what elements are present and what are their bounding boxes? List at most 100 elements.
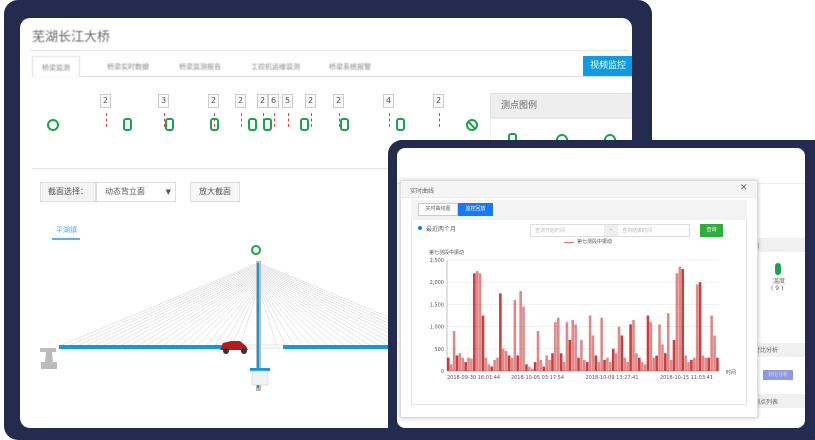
bar <box>588 315 592 371</box>
bar <box>684 355 687 371</box>
section-label: 截面选择： <box>40 182 96 202</box>
strain-sensor-icon[interactable] <box>340 118 349 131</box>
bar <box>565 322 569 371</box>
strain-sensor-icon[interactable] <box>248 118 257 131</box>
bar <box>591 335 595 371</box>
bar <box>568 339 572 371</box>
bar <box>661 344 664 371</box>
strain-sensor-icon[interactable] <box>123 118 132 131</box>
sensor-count-badge: 3 <box>158 94 169 108</box>
query-button[interactable]: 查询 <box>700 224 723 237</box>
bar <box>710 315 713 371</box>
tab-3[interactable]: 工控机运维监测 <box>251 63 300 71</box>
bar <box>695 284 699 371</box>
bar <box>481 315 485 371</box>
disabled-sensor-icon[interactable] <box>466 119 478 131</box>
bar <box>652 357 656 371</box>
bar <box>499 293 502 371</box>
bar <box>510 357 514 371</box>
bar <box>458 353 462 371</box>
bar <box>669 359 673 371</box>
bar <box>571 319 575 371</box>
sensor-count-badge: 2 <box>235 94 246 108</box>
strain-sensor-icon[interactable] <box>165 118 174 131</box>
bar <box>600 317 603 371</box>
bar <box>473 273 476 371</box>
y-tick-label: 2,000 <box>430 280 444 286</box>
x-tick-label: 2018-09-30 16:01:44 <box>447 375 500 381</box>
bar <box>545 355 548 371</box>
tab-playback[interactable]: 监控回放 <box>458 203 493 216</box>
bar <box>649 322 653 371</box>
pylon-sensor-icon <box>251 245 261 255</box>
bar <box>655 355 658 371</box>
strain-sensor-icon[interactable] <box>396 118 405 131</box>
bar <box>470 358 473 371</box>
bridge-elevation-diagram <box>40 245 456 391</box>
tab-0[interactable]: 桥梁监测 <box>32 56 80 77</box>
bar <box>632 319 635 371</box>
temperature-icon <box>775 263 781 275</box>
bar <box>447 357 450 371</box>
bar <box>452 331 456 371</box>
bar <box>478 273 482 371</box>
vibration-chart: 0 500 1,000 1,500 2,000 2,500 2018-09-30 16:01… <box>430 258 719 381</box>
bar <box>574 324 577 371</box>
bar <box>678 266 682 371</box>
strain-sensor-icon[interactable] <box>263 118 272 131</box>
tab-4[interactable]: 桥梁系统报警 <box>329 63 371 71</box>
video-monitor-button[interactable]: 视频监控 <box>583 56 632 76</box>
bar <box>646 315 650 371</box>
section-select-value: 动态背立面 <box>105 187 145 196</box>
legend-header: 测点图例 <box>490 93 632 118</box>
bar <box>609 362 612 371</box>
radio-recent-two-months[interactable] <box>418 226 422 230</box>
sensor-marker-line <box>164 113 165 127</box>
bar <box>692 357 696 371</box>
y-tick-label: 1,500 <box>430 302 444 308</box>
bar <box>536 331 540 371</box>
bar <box>551 353 554 371</box>
sensor-marker-line <box>106 113 107 127</box>
bar <box>559 353 563 371</box>
tab-2[interactable]: 桥梁监测报告 <box>179 63 221 71</box>
bar <box>493 359 496 371</box>
bar <box>637 357 641 371</box>
temperature-label: 温度 <box>773 278 786 285</box>
legend-marker-icon <box>564 242 574 243</box>
tab-1[interactable]: 桥梁实时数据 <box>107 63 149 71</box>
bar <box>487 364 491 371</box>
bar <box>640 362 644 371</box>
bar <box>629 324 632 371</box>
point-list-header: 测点列表 <box>754 399 779 406</box>
close-icon[interactable]: ✕ <box>740 183 748 193</box>
strain-sensor-icon[interactable] <box>300 118 309 131</box>
sensor-marker-line <box>389 113 390 127</box>
sensor-marker-line <box>339 113 340 127</box>
tab-realtime-chart[interactable]: 实时曲线图 <box>418 203 458 216</box>
zoom-section-button[interactable]: 放大截面 <box>190 182 240 202</box>
bar <box>666 313 670 371</box>
bar <box>603 359 606 371</box>
bar <box>698 282 702 371</box>
y-axis-label: 第七测段中振动 <box>429 250 465 256</box>
x-tick-label: 2018-10-09 13:27:41 <box>585 375 638 381</box>
sensor-count-badge: 6 <box>268 94 279 108</box>
y-tick-label: 500 <box>434 347 444 353</box>
direction-label: 平湖镇 <box>56 226 77 234</box>
sensor-marker-line <box>288 113 289 127</box>
section-select[interactable]: 动态背立面 ▼ <box>96 182 176 202</box>
bar <box>701 355 705 371</box>
left-pier <box>40 348 56 352</box>
sensor-count-badge: 2 <box>433 94 444 108</box>
start-time-input[interactable]: 查询开始时间 <box>535 228 566 234</box>
deck-right <box>283 345 443 349</box>
bar <box>620 335 624 371</box>
bar <box>501 348 505 371</box>
compare-button[interactable]: 对比分析 <box>763 370 793 380</box>
end-time-input[interactable]: 查询结束时间 <box>622 228 653 234</box>
bar <box>664 353 667 371</box>
displacement-sensor-icon[interactable] <box>47 119 59 131</box>
bar <box>455 355 459 371</box>
strain-sensor-icon[interactable] <box>210 118 219 131</box>
